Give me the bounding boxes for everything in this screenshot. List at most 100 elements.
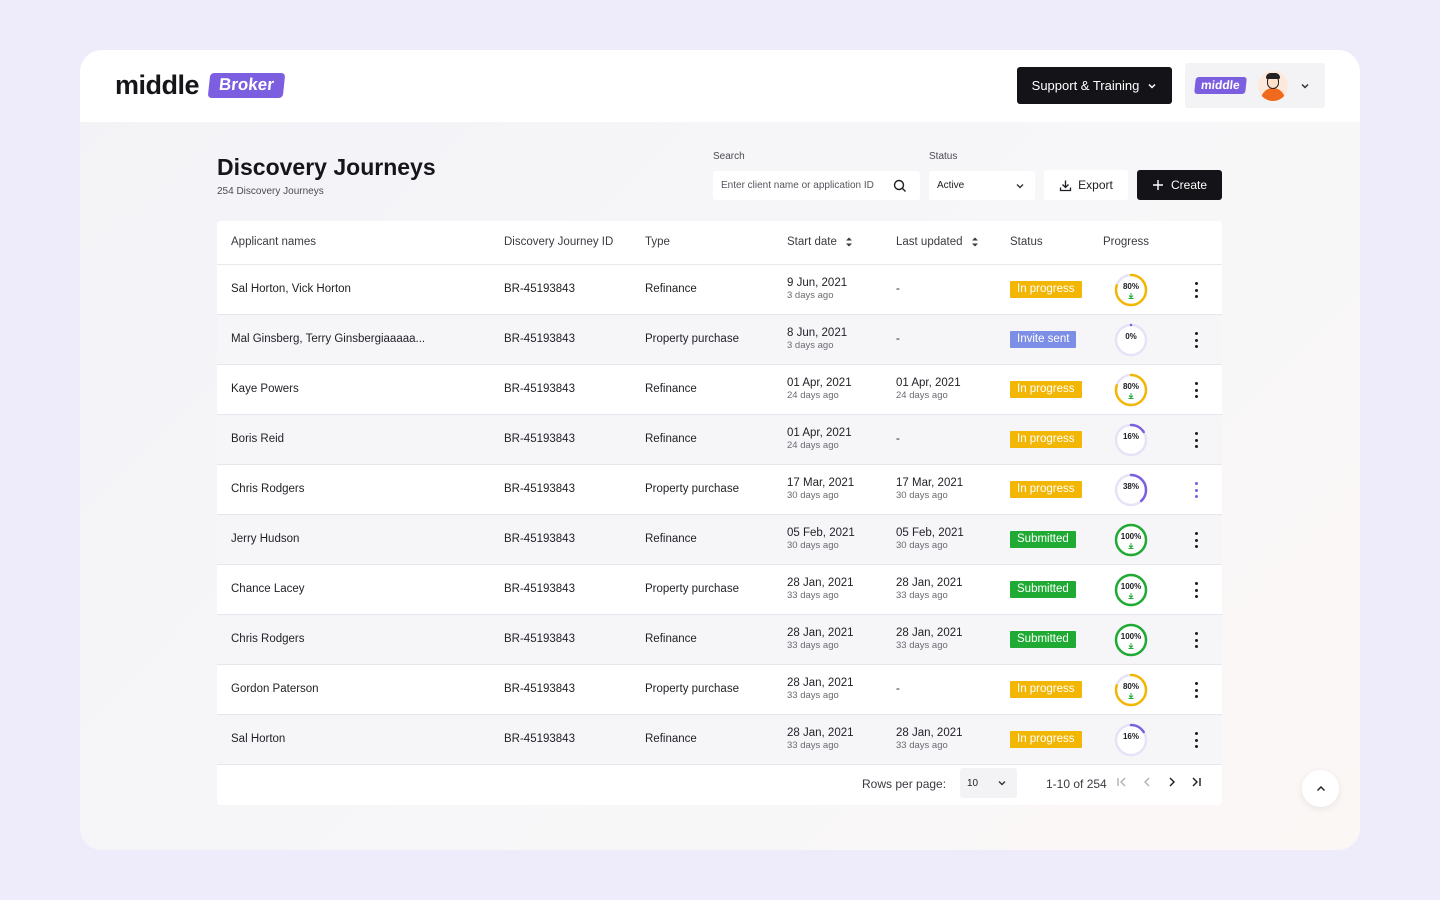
previous-page-icon[interactable] — [1140, 775, 1154, 789]
journey-id: BR-45193843 — [504, 683, 575, 695]
row-actions-menu-icon[interactable] — [1191, 532, 1201, 548]
last-updated-relative: 30 days ago — [896, 540, 948, 551]
sort-icon[interactable] — [845, 236, 853, 248]
chevron-down-icon — [998, 781, 1006, 786]
last-updated-value: - — [896, 433, 900, 445]
table-row[interactable]: Chris Rodgers BR-45193843 Refinance 28 Jan,… — [217, 615, 1222, 665]
last-updated-relative: 33 days ago — [896, 590, 948, 601]
last-updated-value: - — [896, 683, 900, 695]
applicant-names: Sal Horton, Vick Horton — [231, 283, 351, 295]
header-label: Applicant names — [231, 236, 317, 248]
create-button[interactable]: Create — [1137, 170, 1222, 200]
applicant-names: Gordon Paterson — [231, 683, 319, 695]
journey-id: BR-45193843 — [504, 733, 575, 745]
journey-type: Property purchase — [645, 683, 739, 695]
applicant-names: Mal Ginsberg, Terry Ginsbergiaaaaa... — [231, 333, 426, 345]
row-actions-menu-icon[interactable] — [1191, 282, 1201, 298]
rows-per-page-label: Rows per page: — [862, 777, 947, 791]
journey-id: BR-45193843 — [504, 333, 575, 345]
rows-per-page-value: 10 — [967, 777, 979, 789]
last-updated: 28 Jan, 2021 33 days ago — [896, 727, 963, 751]
progress-label: 38% — [1122, 482, 1139, 491]
table-row[interactable]: Chance Lacey BR-45193843 Property purchase… — [217, 565, 1222, 615]
status-select-value: Active — [937, 180, 965, 191]
last-updated-value: 01 Apr, 2021 — [896, 377, 961, 389]
header-journey-id: Discovery Journey ID — [504, 236, 613, 248]
export-button[interactable]: Export — [1044, 170, 1128, 200]
last-page-icon[interactable] — [1189, 775, 1203, 789]
table-row[interactable]: Jerry Hudson BR-45193843 Refinance 05 Feb, … — [217, 515, 1222, 565]
support-training-label: Support & Training — [1031, 78, 1140, 93]
start-date: 28 Jan, 2021 33 days ago — [787, 727, 854, 751]
support-training-button[interactable]: Support & Training — [1017, 67, 1172, 104]
status-badge: In progress — [1010, 731, 1082, 748]
start-date-relative: 24 days ago — [787, 440, 839, 451]
account-menu[interactable]: middle — [1185, 63, 1325, 108]
progress-ring — [1114, 273, 1148, 307]
scroll-to-top-button[interactable] — [1302, 770, 1339, 807]
table-row[interactable]: Mal Ginsberg, Terry Ginsbergiaaaaa... BR-… — [217, 315, 1222, 365]
search-field[interactable] — [713, 171, 920, 200]
journey-type: Refinance — [645, 283, 697, 295]
logo-text: middle — [115, 70, 200, 100]
row-actions-menu-icon[interactable] — [1191, 382, 1201, 398]
row-actions-menu-icon[interactable] — [1191, 482, 1201, 498]
journeys-table: Applicant names Discovery Journey ID Typ… — [217, 221, 1222, 805]
row-actions-menu-icon[interactable] — [1191, 732, 1201, 748]
download-icon[interactable] — [1126, 543, 1136, 549]
download-icon[interactable] — [1126, 693, 1136, 699]
first-page-icon[interactable] — [1115, 775, 1129, 789]
journey-type: Refinance — [645, 533, 697, 545]
last-updated: 01 Apr, 2021 24 days ago — [896, 377, 961, 401]
row-actions-menu-icon[interactable] — [1191, 582, 1201, 598]
search-input[interactable] — [721, 180, 889, 191]
start-date-value: 28 Jan, 2021 — [787, 577, 854, 589]
journey-type: Refinance — [645, 733, 697, 745]
table-row[interactable]: Gordon Paterson BR-45193843 Property purch… — [217, 665, 1222, 715]
start-date: 28 Jan, 2021 33 days ago — [787, 677, 854, 701]
row-actions-menu-icon[interactable] — [1191, 332, 1201, 348]
journey-type: Property purchase — [645, 483, 739, 495]
avatar — [1257, 70, 1288, 101]
header-last-updated[interactable]: Last updated — [896, 236, 979, 248]
table-row[interactable]: Kaye Powers BR-45193843 Refinance 01 Apr, 2… — [217, 365, 1222, 415]
chevron-down-icon — [1148, 83, 1156, 89]
rows-per-page-select[interactable]: 10 — [960, 768, 1017, 798]
status-select[interactable]: Active — [929, 171, 1035, 200]
header-start-date[interactable]: Start date — [787, 236, 853, 248]
progress-ring — [1114, 373, 1148, 407]
start-date-relative: 3 days ago — [787, 290, 834, 301]
start-date-relative: 30 days ago — [787, 540, 839, 551]
applicant-names: Boris Reid — [231, 433, 285, 445]
status-badge: Submitted — [1010, 531, 1076, 548]
search-icon[interactable] — [893, 179, 907, 193]
broker-badge: Broker — [207, 73, 286, 98]
progress-ring — [1114, 473, 1148, 507]
table-row[interactable]: Chris Rodgers BR-45193843 Property purchas… — [217, 465, 1222, 515]
download-icon[interactable] — [1126, 393, 1136, 399]
journey-type: Property purchase — [645, 333, 739, 345]
sort-icon[interactable] — [971, 236, 979, 248]
table-row[interactable]: Sal Horton, Vick Horton BR-45193843 Refina… — [217, 265, 1222, 315]
start-date-value: 28 Jan, 2021 — [787, 677, 854, 689]
top-navigation-bar: middle Broker Support & Training middle — [80, 50, 1360, 122]
start-date: 28 Jan, 2021 33 days ago — [787, 577, 854, 601]
app-window: middle Broker Support & Training middle … — [80, 50, 1360, 850]
header-label: Start date — [787, 236, 837, 248]
last-updated-value: 28 Jan, 2021 — [896, 577, 963, 589]
export-label: Export — [1078, 178, 1113, 192]
download-icon[interactable] — [1126, 293, 1136, 299]
download-icon[interactable] — [1126, 593, 1136, 599]
next-page-icon[interactable] — [1165, 775, 1179, 789]
brand-logo[interactable]: middle Broker — [115, 70, 286, 101]
last-updated-value: 28 Jan, 2021 — [896, 727, 963, 739]
download-icon[interactable] — [1126, 643, 1136, 649]
progress-label: 80% — [1122, 682, 1139, 691]
applicant-names: Sal Horton — [231, 733, 286, 745]
table-row[interactable]: Boris Reid BR-45193843 Refinance 01 Apr, 20… — [217, 415, 1222, 465]
row-actions-menu-icon[interactable] — [1191, 432, 1201, 448]
row-actions-menu-icon[interactable] — [1191, 682, 1201, 698]
row-actions-menu-icon[interactable] — [1191, 632, 1201, 648]
table-row[interactable]: Sal Horton BR-45193843 Refinance 28 Jan, 20… — [217, 715, 1222, 765]
account-org-logo: middle — [1194, 77, 1247, 94]
